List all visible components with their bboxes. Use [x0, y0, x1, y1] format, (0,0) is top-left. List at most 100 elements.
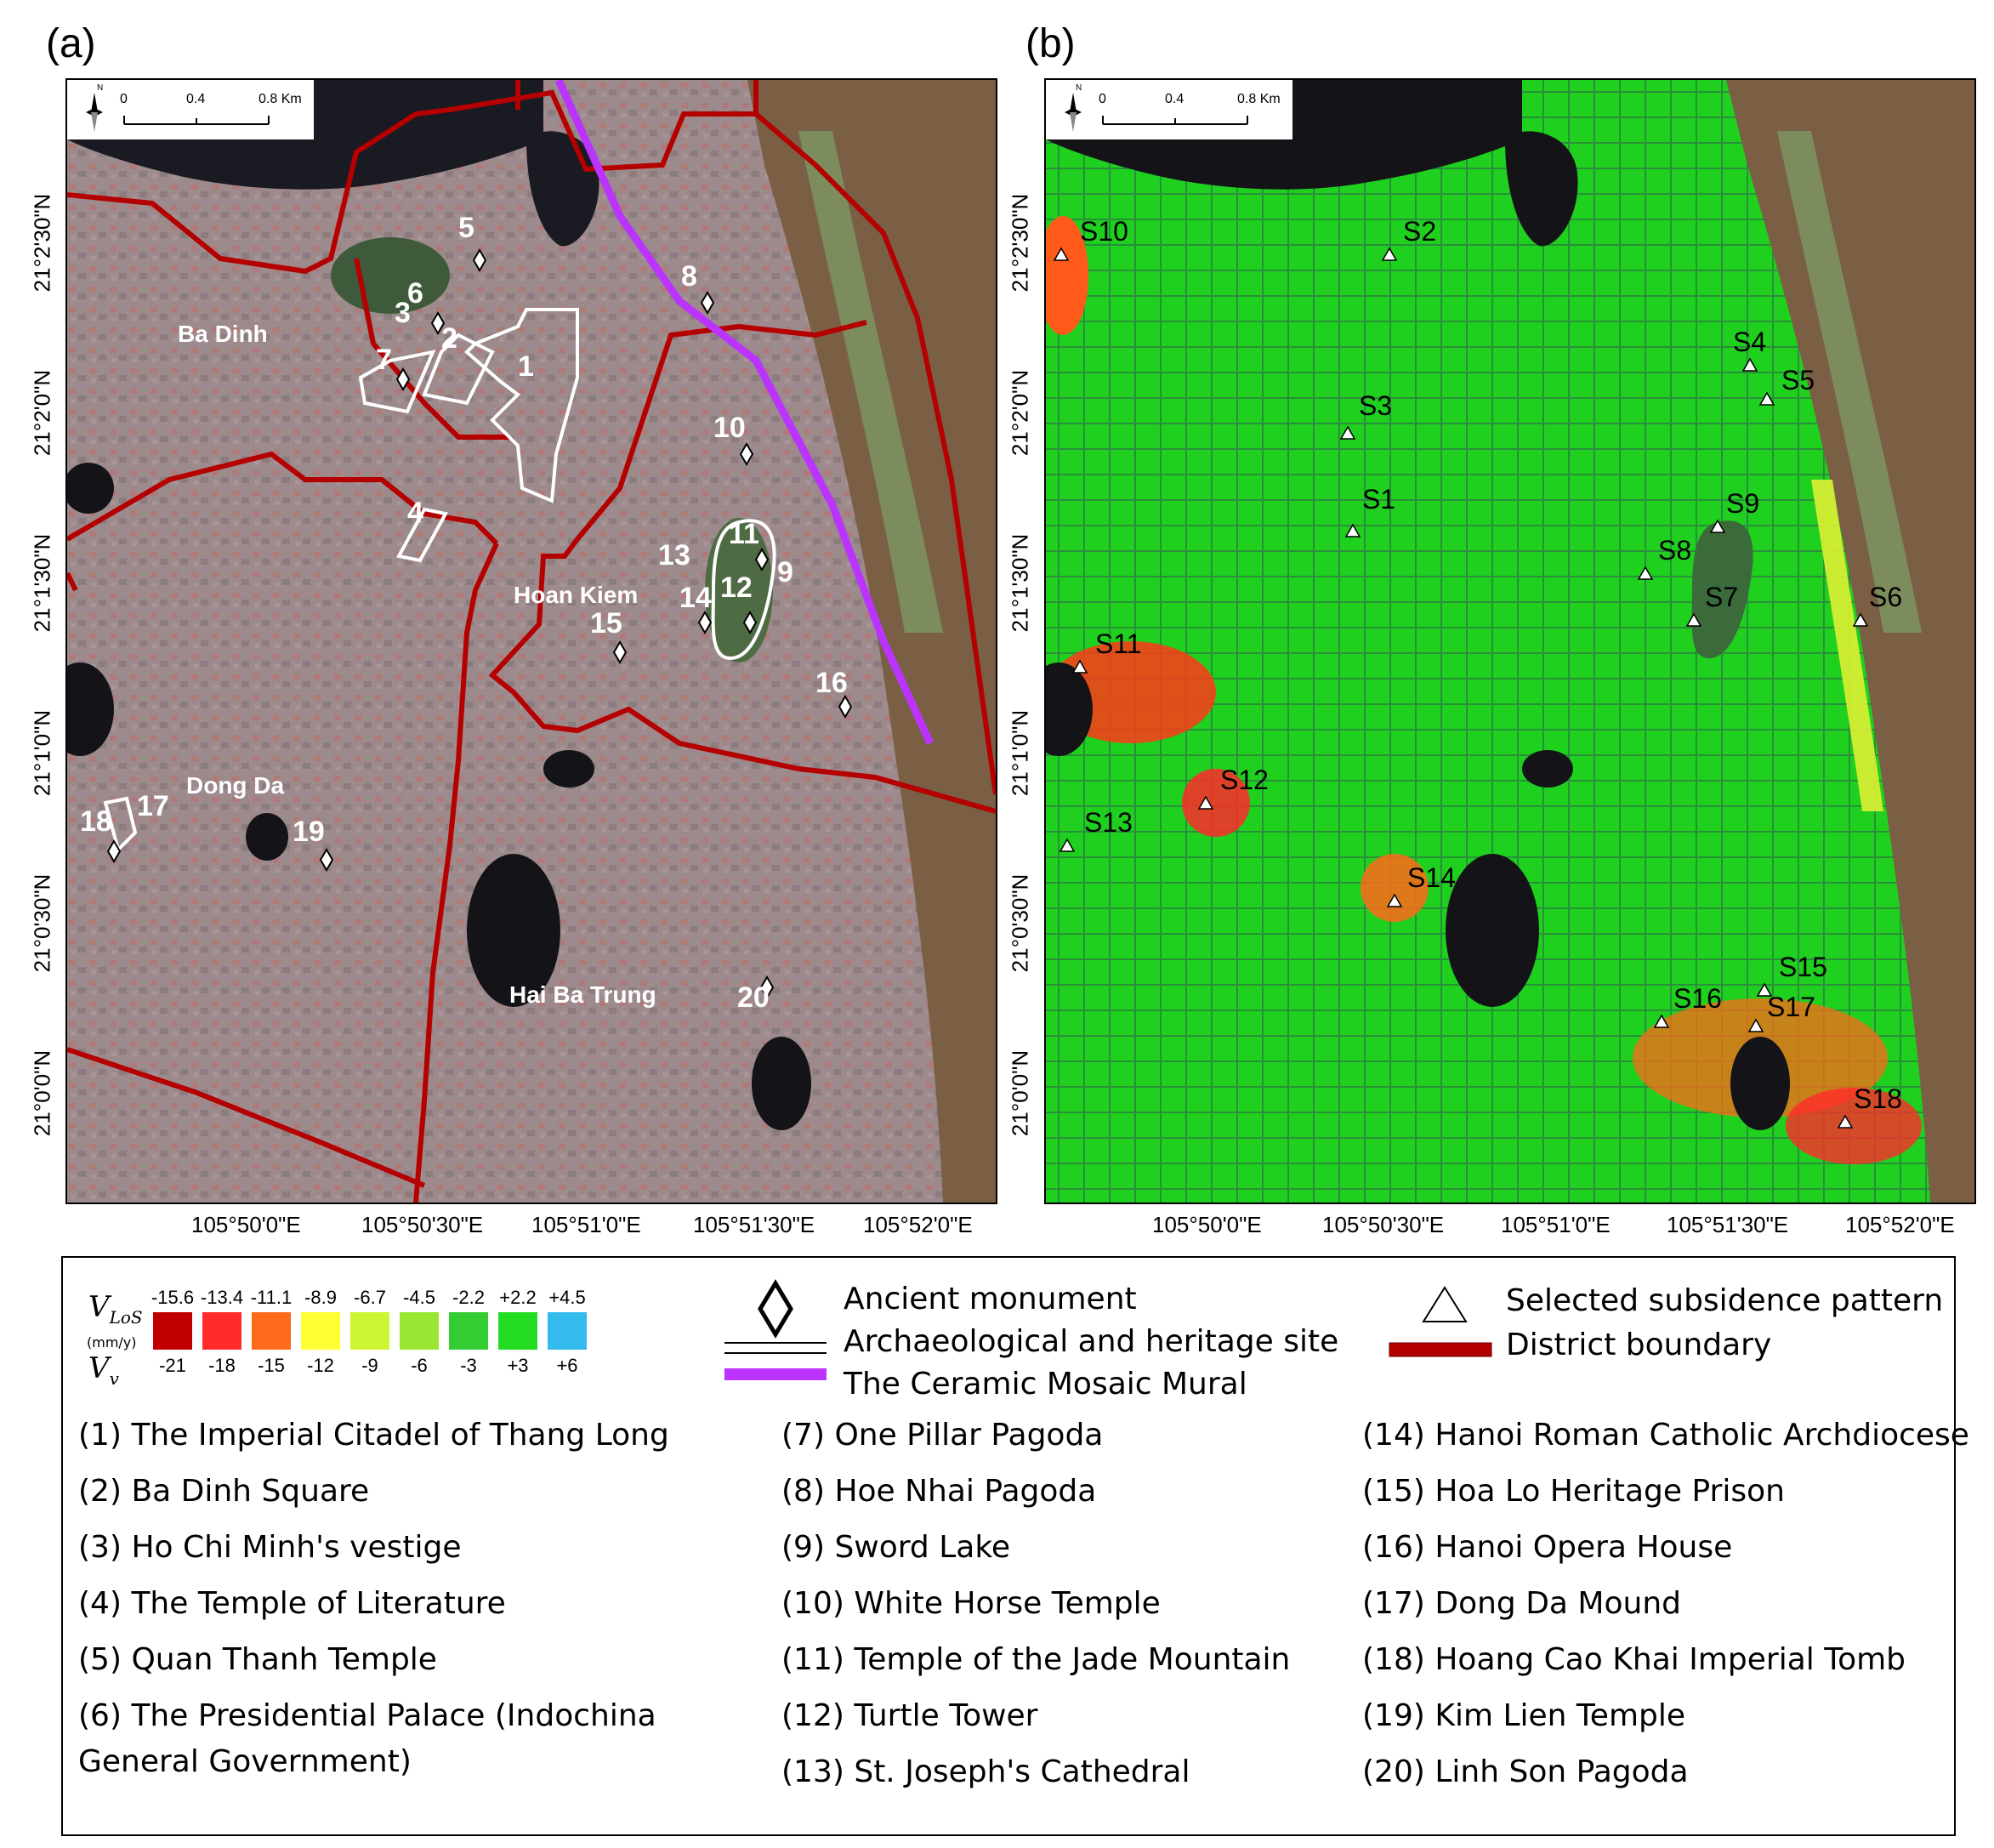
lon-label-b-1: 105°50'30"E	[1322, 1212, 1445, 1237]
site-list-item: General Government)	[78, 1744, 412, 1779]
park-a1	[331, 237, 450, 314]
site-list-item: (12) Turtle Tower	[781, 1698, 1038, 1733]
monument-label-15: 15	[590, 607, 622, 640]
legend-mural: The Ceramic Mosaic Mural	[844, 1367, 1247, 1402]
lat-label-b-3: 21°1'0"N	[1007, 709, 1033, 797]
symbol-legend-svg	[724, 1279, 827, 1380]
north-arrow-b	[1065, 93, 1082, 132]
color-swatch-8	[548, 1312, 587, 1350]
north-arrow-a	[86, 93, 103, 132]
monument-label-12: 12	[720, 571, 753, 604]
site-list-item: (6) The Presidential Palace (Indochina	[78, 1698, 656, 1733]
scale-tick-1-b: 0.4	[1165, 92, 1184, 106]
scale-tick-0-a: 0	[120, 92, 128, 106]
site-list-item: (7) One Pillar Pagoda	[781, 1418, 1104, 1453]
scale-tick-2-b: 0.8 Km	[1237, 92, 1281, 106]
site-list-item: (15) Hoa Lo Heritage Prison	[1362, 1474, 1785, 1509]
subsidence-label-s17: S17	[1767, 992, 1815, 1022]
vv-value-6: -3	[460, 1355, 477, 1376]
lake-b4	[1522, 750, 1573, 788]
subsidence-label-s6: S6	[1869, 582, 1903, 612]
lon-label-a-2: 105°51'0"E	[531, 1212, 641, 1237]
sword-lake-b	[1691, 520, 1753, 658]
district-dong-da: Dong Da	[186, 772, 285, 799]
red-river-b	[1726, 80, 1974, 1203]
lat-label-b-2: 21°1'30"N	[1007, 533, 1033, 633]
legend-subsidence: Selected subsidence pattern	[1506, 1283, 1944, 1318]
lat-label-b-4: 21°0'30"N	[1007, 873, 1033, 973]
zone-s12	[1182, 769, 1250, 837]
subsidence-label-s13: S13	[1084, 807, 1133, 838]
color-swatch-4	[350, 1312, 389, 1350]
lon-label-b-2: 105°51'0"E	[1501, 1212, 1611, 1237]
thien-quang-lake-a	[467, 854, 560, 1007]
zone-s14	[1361, 854, 1429, 922]
monument-label-17: 17	[137, 790, 169, 822]
site-list-item: (16) Hanoi Opera House	[1362, 1530, 1733, 1565]
site-list-item: (8) Hoe Nhai Pagoda	[781, 1474, 1097, 1509]
monument-label-19: 19	[293, 816, 325, 848]
scalebar-box-b	[1046, 80, 1292, 139]
monument-label-11: 11	[729, 518, 759, 550]
vlos-value-0: -15.6	[151, 1287, 195, 1308]
lat-label-a-5: 21°0'0"N	[29, 1049, 55, 1137]
lake-b3	[1046, 662, 1093, 756]
subsidence-label-s2: S2	[1403, 216, 1437, 247]
scale-tick-1-a: 0.4	[186, 92, 206, 106]
monument-label-1: 1	[518, 350, 534, 383]
vv-label: Vv	[88, 1351, 119, 1389]
park-a2	[705, 518, 773, 662]
lon-label-b-3: 105°51'30"E	[1667, 1212, 1789, 1237]
site-list-item: (5) Quan Thanh Temple	[78, 1642, 437, 1677]
site-list-item: (14) Hanoi Roman Catholic Archdiocese	[1362, 1418, 1969, 1453]
subsidence-label-s18: S18	[1854, 1083, 1902, 1114]
heritage-sites-a	[103, 308, 776, 853]
lake-b2	[1730, 1037, 1790, 1130]
river-bank-a	[798, 131, 943, 633]
district-ba-dinh: Ba Dinh	[178, 321, 268, 347]
lat-label-b-1: 21°2'0"N	[1007, 369, 1033, 457]
ceramic-mural-a	[554, 80, 935, 745]
color-swatch-5	[400, 1312, 439, 1350]
legend-ancient-monument: Ancient monument	[844, 1282, 1137, 1316]
lake-a3	[67, 662, 114, 756]
site-list-item: (1) The Imperial Citadel of Thang Long	[78, 1418, 669, 1453]
monument-label-13: 13	[658, 539, 690, 571]
map-a[interactable]: 0 0.4 0.8 Km N Ba Dinh Hoan Kiem Dong Da…	[65, 78, 997, 1204]
monument-label-8: 8	[681, 260, 697, 293]
truc-bach-lake-b	[1505, 131, 1578, 247]
legend-box: VLoS (mm/y) Vv -15.6 -21 -13.4 -18 -11.1 -15 -…	[61, 1256, 1969, 1836]
subsidence-label-s4: S4	[1733, 327, 1767, 357]
vlos-value-3: -8.9	[304, 1287, 337, 1308]
vlos-value-8: +4.5	[548, 1287, 586, 1308]
subsidence-label-s1: S1	[1362, 484, 1396, 515]
vlos-value-1: -13.4	[200, 1287, 244, 1308]
north-label-a: N	[97, 83, 104, 93]
vv-value-1: -18	[208, 1355, 236, 1376]
unit-label: (mm/y)	[87, 1334, 137, 1350]
subsidence-label-s12: S12	[1220, 765, 1269, 795]
lat-label-a-1: 21°2'0"N	[29, 369, 55, 457]
monument-label-9: 9	[777, 556, 793, 589]
subsidence-label-s7: S7	[1705, 582, 1739, 612]
lat-label-a-3: 21°1'0"N	[29, 709, 55, 797]
map-b-svg	[1046, 80, 1974, 1203]
subsidence-label-s5: S5	[1781, 365, 1815, 395]
subsidence-label-s11: S11	[1095, 628, 1142, 659]
site-list-item: (9) Sword Lake	[781, 1530, 1011, 1565]
map-b[interactable]: 0 0.4 0.8 Km N S1 S2 S3 S4 S5 S6 S7 S8 S…	[1044, 78, 1976, 1204]
color-swatch-6	[449, 1312, 488, 1350]
lon-label-a-0: 105°50'0"E	[191, 1212, 301, 1237]
vv-value-3: -12	[307, 1355, 334, 1376]
monument-label-10: 10	[713, 412, 746, 444]
site-list-item: (17) Dong Da Mound	[1362, 1586, 1681, 1621]
site-list-item: (2) Ba Dinh Square	[78, 1474, 370, 1509]
north-label-b: N	[1076, 83, 1082, 93]
vlos-label: VLoS	[88, 1290, 143, 1328]
monument-label-16: 16	[815, 667, 848, 699]
district-boundaries-a	[67, 80, 996, 1203]
color-swatch-2	[252, 1312, 291, 1350]
subsidence-label-s9: S9	[1726, 488, 1760, 519]
site-list-item: (4) The Temple of Literature	[78, 1586, 506, 1621]
subsidence-symbol	[1422, 1286, 1468, 1322]
